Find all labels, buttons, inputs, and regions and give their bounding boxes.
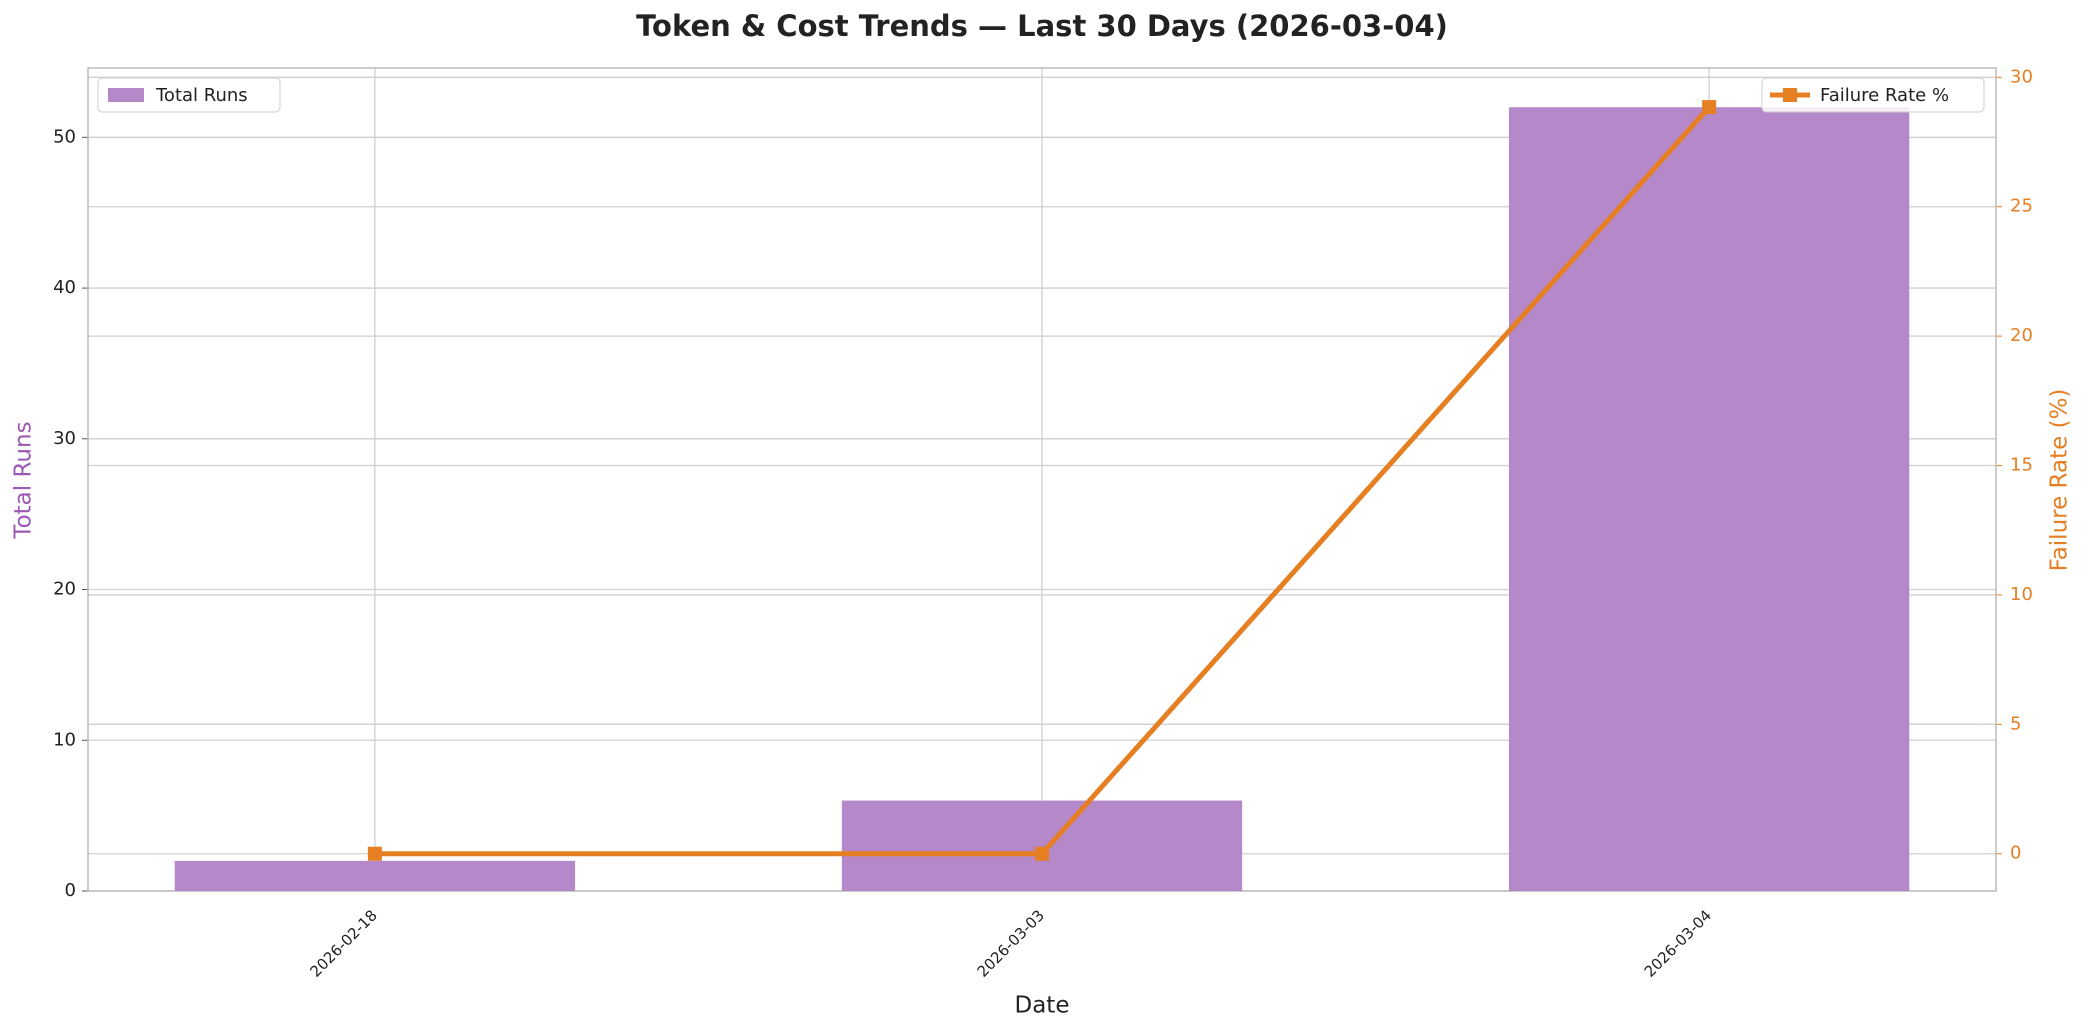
y-tick-label: 50 xyxy=(53,126,76,147)
bar xyxy=(1508,107,1910,891)
y2-tick-label: 0 xyxy=(2010,843,2021,864)
y-tick-label: 0 xyxy=(65,880,76,901)
y-tick-label: 40 xyxy=(53,277,76,298)
y2-tick-label: 20 xyxy=(2010,325,2033,346)
marker xyxy=(1035,846,1049,861)
marker xyxy=(1702,100,1717,115)
y2-tick-label: 25 xyxy=(2010,196,2033,217)
x-tick-label: 2026-02-18 xyxy=(306,906,380,980)
x-tick-label: 2026-03-03 xyxy=(974,906,1048,980)
y2-tick-label: 15 xyxy=(2010,455,2033,476)
legend-box xyxy=(97,77,281,113)
legend-box xyxy=(1761,77,1985,113)
bar xyxy=(174,860,576,891)
y2-axis-label: Failure Rate (%) xyxy=(2047,389,2073,572)
y-axis-label: Total Runs xyxy=(11,421,37,539)
y2-tick-label: 30 xyxy=(2010,66,2033,87)
y2-tick-label: 5 xyxy=(2010,713,2021,734)
y-tick-label: 10 xyxy=(53,729,76,750)
legend-label: Total Runs xyxy=(155,85,248,106)
marker xyxy=(367,846,382,861)
chart-title: Token & Cost Trends — Last 30 Days (2026… xyxy=(636,9,1448,43)
bar xyxy=(841,800,1243,891)
legend-swatch xyxy=(1783,88,1797,102)
x-tick-label: 2026-03-04 xyxy=(1641,906,1715,980)
y-tick-label: 20 xyxy=(53,579,76,600)
legend-swatch xyxy=(108,88,144,102)
legend-label: Failure Rate % xyxy=(1820,85,1949,106)
x-axis-label: Date xyxy=(1015,993,1070,1019)
y2-tick-label: 10 xyxy=(2010,584,2033,605)
y-tick-label: 30 xyxy=(53,428,76,449)
